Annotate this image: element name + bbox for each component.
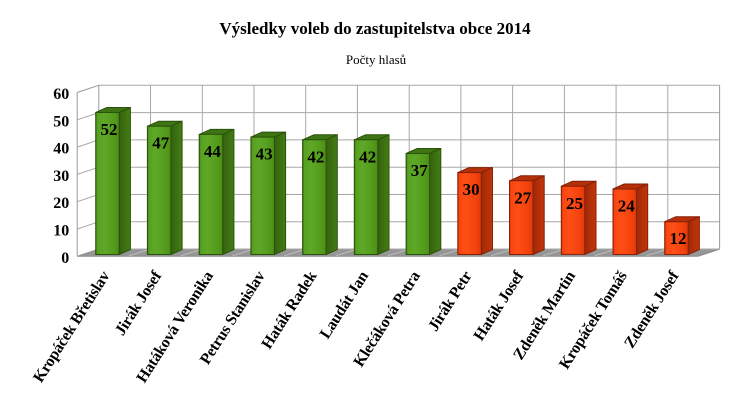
svg-text:20: 20 (53, 195, 69, 212)
svg-text:43: 43 (256, 145, 273, 164)
svg-text:30: 30 (53, 168, 69, 185)
svg-text:47: 47 (152, 134, 170, 153)
svg-text:12: 12 (670, 229, 687, 248)
svg-text:0: 0 (61, 250, 69, 267)
svg-text:Výsledky voleb do zastupitelst: Výsledky voleb do zastupitelstva obce 20… (219, 19, 531, 38)
svg-text:25: 25 (566, 194, 583, 213)
svg-text:10: 10 (53, 223, 69, 240)
svg-text:40: 40 (53, 141, 69, 158)
svg-text:52: 52 (101, 120, 118, 139)
svg-text:44: 44 (204, 142, 222, 161)
svg-text:42: 42 (307, 147, 324, 166)
svg-text:24: 24 (618, 197, 636, 216)
svg-text:60: 60 (53, 86, 69, 103)
svg-text:50: 50 (53, 113, 69, 130)
svg-text:37: 37 (411, 161, 429, 180)
svg-text:27: 27 (514, 188, 532, 207)
svg-text:Počty hlasů: Počty hlasů (346, 52, 407, 67)
svg-text:30: 30 (463, 180, 480, 199)
svg-text:42: 42 (359, 147, 376, 166)
